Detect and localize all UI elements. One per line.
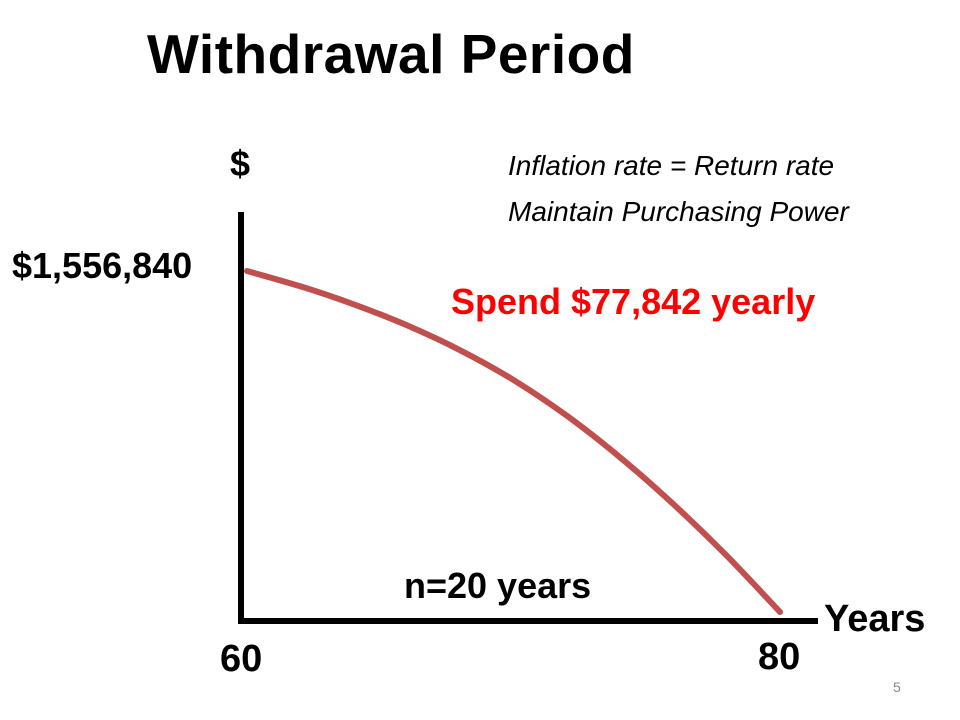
slide-title: Withdrawal Period [147,23,635,85]
period-annotation: n=20 years [404,565,592,606]
x-axis-label: Years [824,598,926,640]
y-axis-label: $ [230,143,251,184]
slide-number: 5 [893,679,901,695]
x-tick-label-end: 80 [758,636,801,678]
balance-curve [244,268,783,615]
spend-annotation: Spend $77,842 yearly [451,281,816,322]
x-tick-label-start: 60 [220,638,263,680]
assumption-note-inflation: Inflation rate = Return rate [508,150,835,181]
y-tick-label-start-value: $1,556,840 [12,245,193,286]
assumption-note-purchasing-power: Maintain Purchasing Power [508,196,849,227]
